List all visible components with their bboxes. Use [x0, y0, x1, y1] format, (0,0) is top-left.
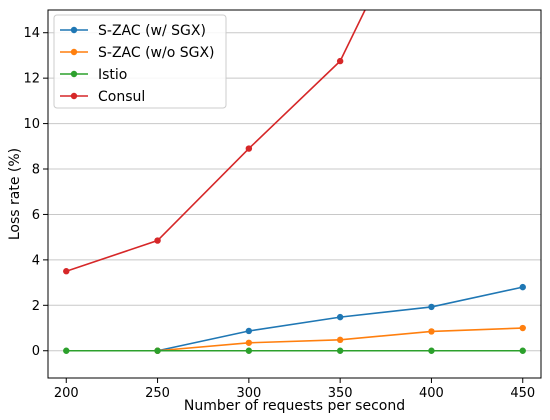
legend-label-istio: Istio [98, 67, 127, 83]
plot-frame [47, 9, 542, 379]
data-point-s-zac-w-o-sgx [336, 336, 344, 344]
y-tick-label: 14 [23, 26, 40, 41]
data-point-istio [154, 347, 161, 354]
x-tick-label: 450 [510, 386, 535, 401]
series-s-zac-w-sgx [154, 283, 526, 354]
plot-series [63, 10, 526, 354]
legend-label-s-zac-w-sgx: S-ZAC (w/ SGX) [98, 23, 206, 39]
data-point-consul [336, 57, 344, 65]
legend-marker-s-zac-w-sgx [70, 26, 78, 34]
legend-marker-consul [70, 92, 78, 100]
data-point-istio [428, 347, 435, 354]
x-tick-label: 300 [236, 386, 261, 401]
data-point-consul [63, 268, 70, 275]
x-tick-label: 400 [419, 386, 444, 401]
x-tick-label: 200 [54, 386, 79, 401]
data-point-s-zac-w-sgx [428, 303, 435, 311]
series-consul [63, 10, 366, 275]
x-tick-label: 250 [145, 386, 170, 401]
legend-label-s-zac-w-o-sgx: S-ZAC (w/o SGX) [98, 45, 215, 61]
y-tick-label: 8 [32, 163, 40, 178]
x-axis-label: Number of requests per second [184, 398, 405, 414]
y-axis-label: Loss rate (%) [7, 148, 23, 240]
data-point-s-zac-w-sgx [519, 283, 526, 291]
data-point-s-zac-w-o-sgx [519, 324, 526, 332]
data-point-istio [336, 347, 344, 354]
legend: S-ZAC (w/ SGX) S-ZAC (w/o SGX) Istio Consul [53, 14, 227, 109]
legend-marker-istio [70, 70, 78, 78]
y-tick-label: 10 [23, 117, 40, 132]
y-tick-label: 0 [32, 344, 40, 359]
data-point-istio [245, 347, 253, 354]
y-tick-label: 2 [32, 299, 40, 314]
x-tick-label: 350 [328, 386, 353, 401]
series-istio [63, 347, 526, 354]
data-point-istio [63, 347, 70, 354]
y-tick-label: 12 [23, 72, 40, 87]
data-point-consul [245, 145, 253, 152]
axis-ticks: 0 2 4 6 8 10 12 14 200 250 300 350 400 450 [23, 26, 535, 401]
legend-box [53, 14, 227, 109]
series-s-zac-w-o-sgx [154, 324, 526, 354]
y-tick-label: 4 [32, 253, 40, 268]
data-point-s-zac-w-o-sgx [245, 339, 253, 346]
y-tick-label: 6 [32, 208, 40, 223]
data-point-istio [519, 347, 526, 354]
data-point-s-zac-w-o-sgx [428, 328, 435, 335]
legend-label-consul: Consul [98, 89, 145, 105]
data-point-consul [154, 237, 161, 244]
legend-marker-s-zac-w-o-sgx [70, 48, 78, 56]
data-point-s-zac-w-sgx [336, 313, 344, 321]
data-point-s-zac-w-sgx [245, 327, 253, 335]
